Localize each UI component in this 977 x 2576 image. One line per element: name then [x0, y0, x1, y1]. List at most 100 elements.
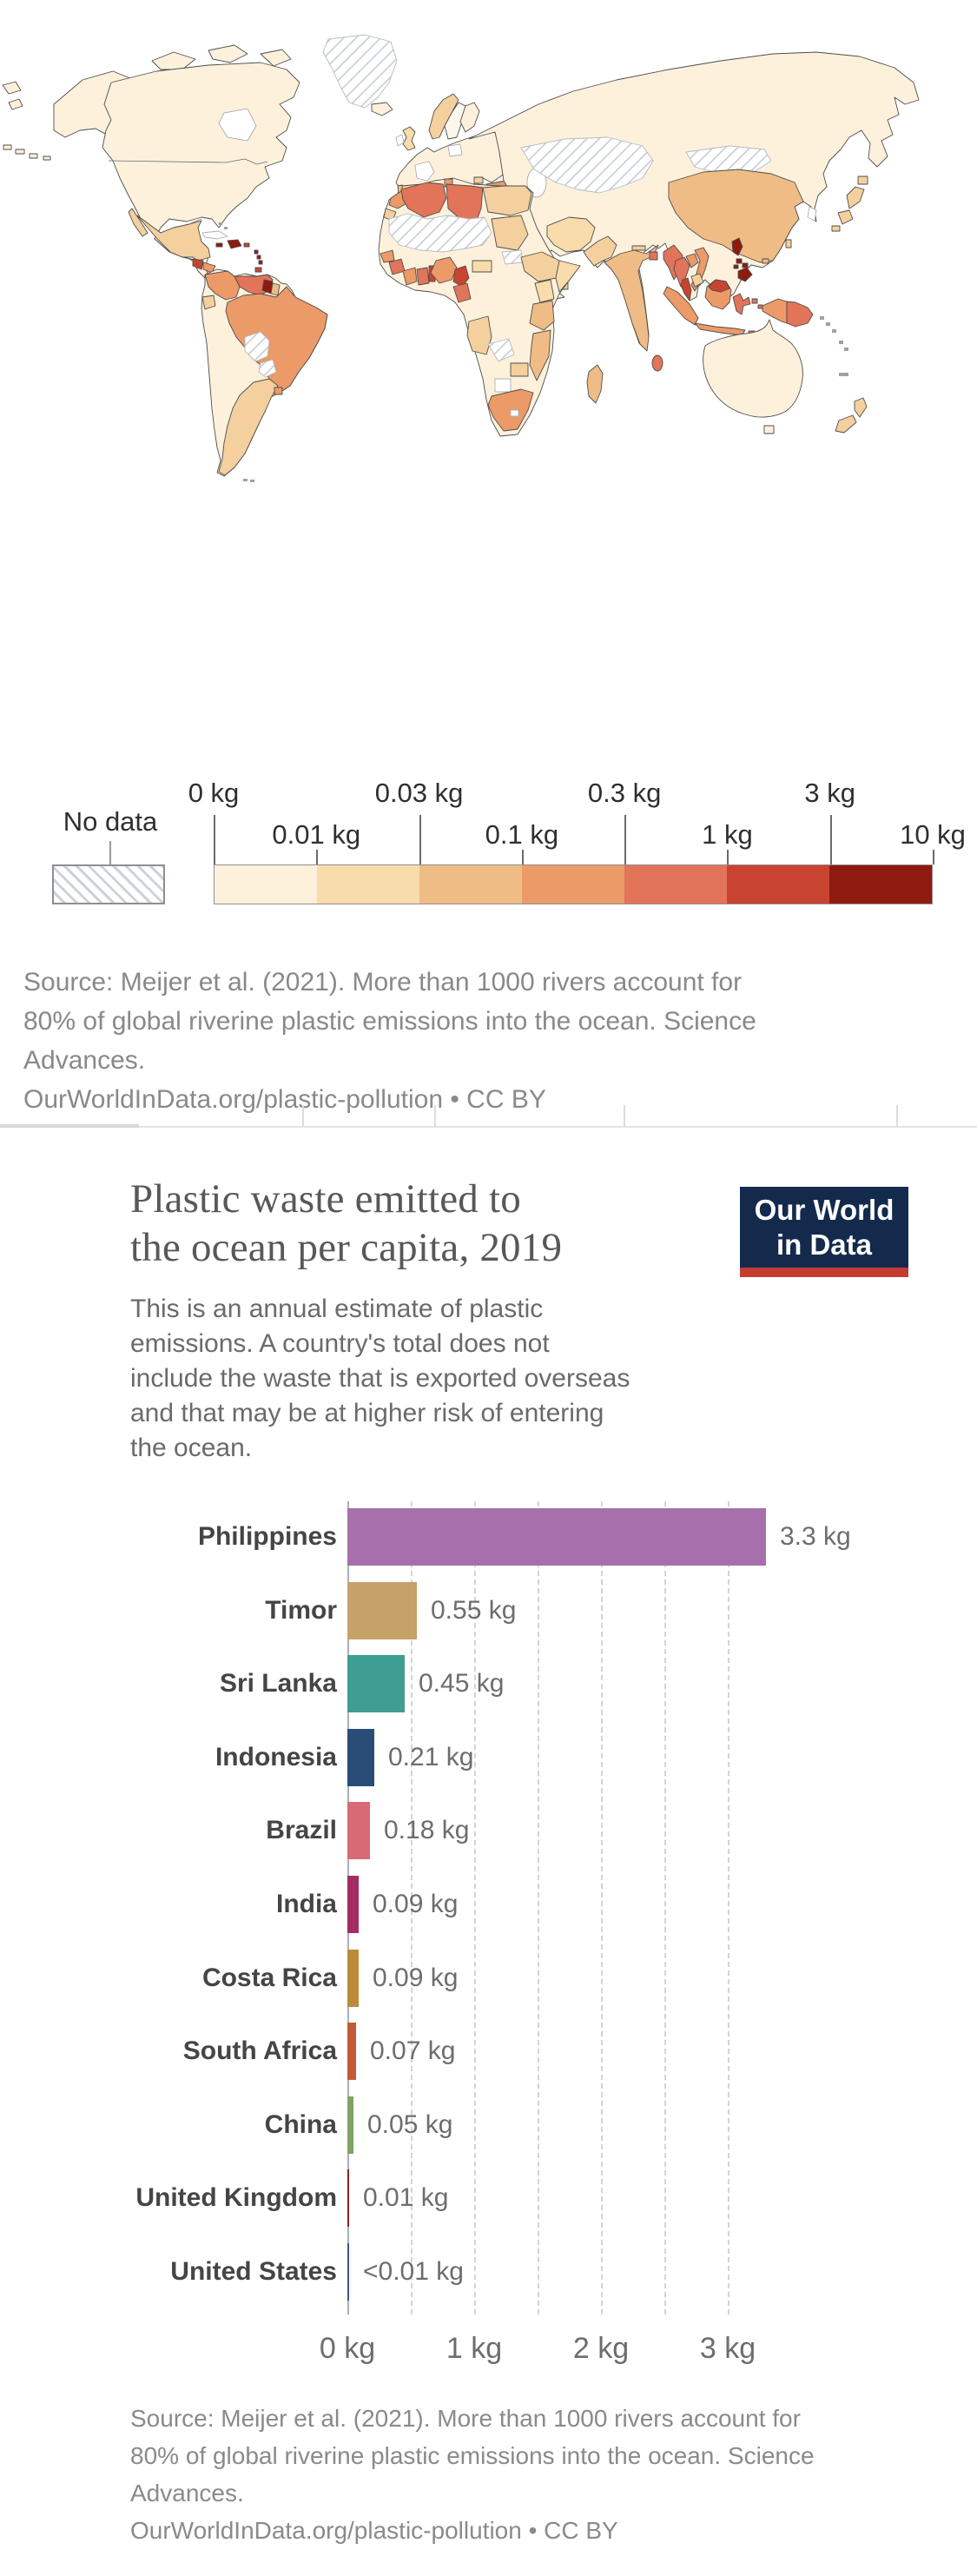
country-india	[604, 244, 659, 352]
island-tasmania	[763, 425, 775, 434]
value-label: 0.45 kg	[419, 1669, 505, 1699]
country-south-korea	[807, 206, 817, 222]
country-sudan	[491, 215, 529, 251]
x-axis-tick-label: 2 kg	[572, 2332, 630, 2365]
legend-no-data-swatch[interactable]	[52, 864, 165, 904]
legend-color-segment[interactable]	[215, 865, 317, 904]
bar-united-states[interactable]	[347, 2243, 349, 2301]
chart-title: Plastic waste emitted to the ocean per c…	[130, 1175, 756, 1272]
value-label: 0.07 kg	[370, 2036, 456, 2066]
country-bangladesh	[649, 251, 658, 261]
legend-tick	[727, 850, 729, 864]
subtitle-line: include the waste that is exported overs…	[130, 1364, 630, 1393]
chart-subtitle: This is an annual estimate of plastic em…	[130, 1292, 686, 1466]
legend-color-segment[interactable]	[419, 865, 522, 904]
bar-philippines[interactable]	[347, 1508, 766, 1566]
country-poland	[447, 143, 463, 157]
bar-india[interactable]	[347, 1876, 359, 1933]
divider-tick	[302, 1105, 304, 1127]
bar-costa-rica[interactable]	[347, 1949, 359, 2007]
source-line: Advances.	[130, 2480, 244, 2506]
bar-label-united-kingdom: United Kingdom	[135, 2183, 337, 2213]
chart-title-line: Plastic waste emitted to	[130, 1176, 521, 1222]
country-united-kingdom	[402, 126, 416, 151]
legend-color-segment[interactable]	[522, 865, 624, 904]
bar-label-costa-rica: Costa Rica	[201, 1963, 337, 1992]
subtitle-line: This is an annual estimate of plastic	[130, 1295, 544, 1323]
region-oceania-southeast-asia[interactable]	[663, 237, 868, 434]
country-argentina	[218, 378, 279, 476]
country-iceland	[371, 102, 393, 116]
country-laos	[685, 253, 699, 268]
country-ireland	[395, 134, 405, 147]
continent-asia[interactable]	[468, 51, 920, 372]
legend-color-segment[interactable]	[829, 865, 932, 904]
map-source-text: Source: Meijer et al. (2021). More than …	[23, 963, 961, 1119]
owid-logo[interactable]: Our World in Data	[740, 1187, 908, 1277]
country-malaysia-borneo	[708, 279, 730, 293]
country-papua-new-guinea	[786, 301, 814, 328]
bar-sri-lanka[interactable]	[347, 1655, 405, 1713]
map-legend-bar[interactable]	[214, 864, 933, 904]
world-choropleth-map[interactable]	[0, 0, 977, 504]
owid-logo-text: in Data	[776, 1228, 873, 1261]
bar-label-india: India	[275, 1890, 337, 1918]
country-botswana	[494, 378, 512, 393]
grid-line	[474, 1501, 476, 2314]
border-canada-us	[108, 158, 268, 165]
legend-color-segment[interactable]	[317, 865, 419, 904]
source-link-line[interactable]: OurWorldInData.org/plastic-pollution • C…	[23, 1085, 546, 1114]
country-paraguay	[258, 359, 277, 378]
legend-edge-label: 0.01 kg	[272, 819, 361, 850]
country-ghana	[416, 267, 430, 286]
subtitle-line: and that may be at higher risk of enteri…	[130, 1399, 604, 1427]
divider-segment	[0, 1124, 139, 1128]
legend-tick	[624, 815, 627, 864]
value-label: 0.09 kg	[373, 1890, 459, 1918]
chart-source-text: Source: Meijer et al. (2021). More than …	[130, 2400, 912, 2549]
bar-timor[interactable]	[347, 1581, 417, 1639]
bar-brazil[interactable]	[347, 1802, 370, 1860]
legend-color-segment[interactable]	[624, 865, 727, 904]
legend-edge-label: 0 kg	[188, 778, 240, 808]
country-haiti-dominican	[227, 239, 242, 249]
country-finland	[459, 102, 480, 133]
source-link-line[interactable]: OurWorldInData.org/plastic-pollution • C…	[130, 2517, 618, 2544]
country-new-zealand-south	[835, 414, 857, 434]
value-label: <0.01 kg	[363, 2257, 464, 2286]
grid-line	[664, 1501, 666, 2314]
grid-line	[411, 1501, 413, 2314]
x-axis-tick-label: 1 kg	[446, 2332, 503, 2365]
continent-africa[interactable]	[378, 177, 604, 437]
bar-label-philippines: Philippines	[197, 1522, 337, 1551]
country-tanzania	[529, 300, 555, 331]
country-nigeria	[430, 256, 458, 284]
x-axis-tick-label: 3 kg	[699, 2332, 756, 2365]
legend-tick	[829, 815, 832, 864]
bar-china[interactable]	[347, 2096, 353, 2154]
bar-south-africa[interactable]	[347, 2023, 356, 2081]
source-line: Advances.	[23, 1046, 146, 1075]
country-australia	[703, 319, 803, 418]
bar-label-south-africa: South Africa	[182, 2036, 337, 2066]
value-label: 3.3 kg	[780, 1522, 851, 1551]
continent-south-america[interactable]	[201, 268, 328, 482]
bar-label-indonesia: Indonesia	[215, 1742, 337, 1771]
value-label: 0.05 kg	[367, 2109, 453, 2139]
bar-united-kingdom[interactable]	[347, 2169, 349, 2228]
island-java	[694, 322, 746, 336]
bar-indonesia[interactable]	[347, 1728, 374, 1786]
continent-north-america[interactable]	[2, 34, 398, 300]
country-kenya	[534, 279, 555, 303]
country-cote-divoire	[402, 267, 418, 286]
legend-tick	[419, 815, 421, 864]
country-greenland	[322, 34, 398, 109]
country-japan	[846, 186, 865, 209]
grid-line	[538, 1501, 539, 2314]
country-jamaica	[215, 242, 223, 248]
country-madagascar	[586, 364, 604, 404]
country-iran	[546, 216, 596, 253]
legend-color-segment[interactable]	[727, 865, 829, 904]
country-cuba	[201, 230, 228, 240]
country-mexico	[136, 215, 211, 262]
